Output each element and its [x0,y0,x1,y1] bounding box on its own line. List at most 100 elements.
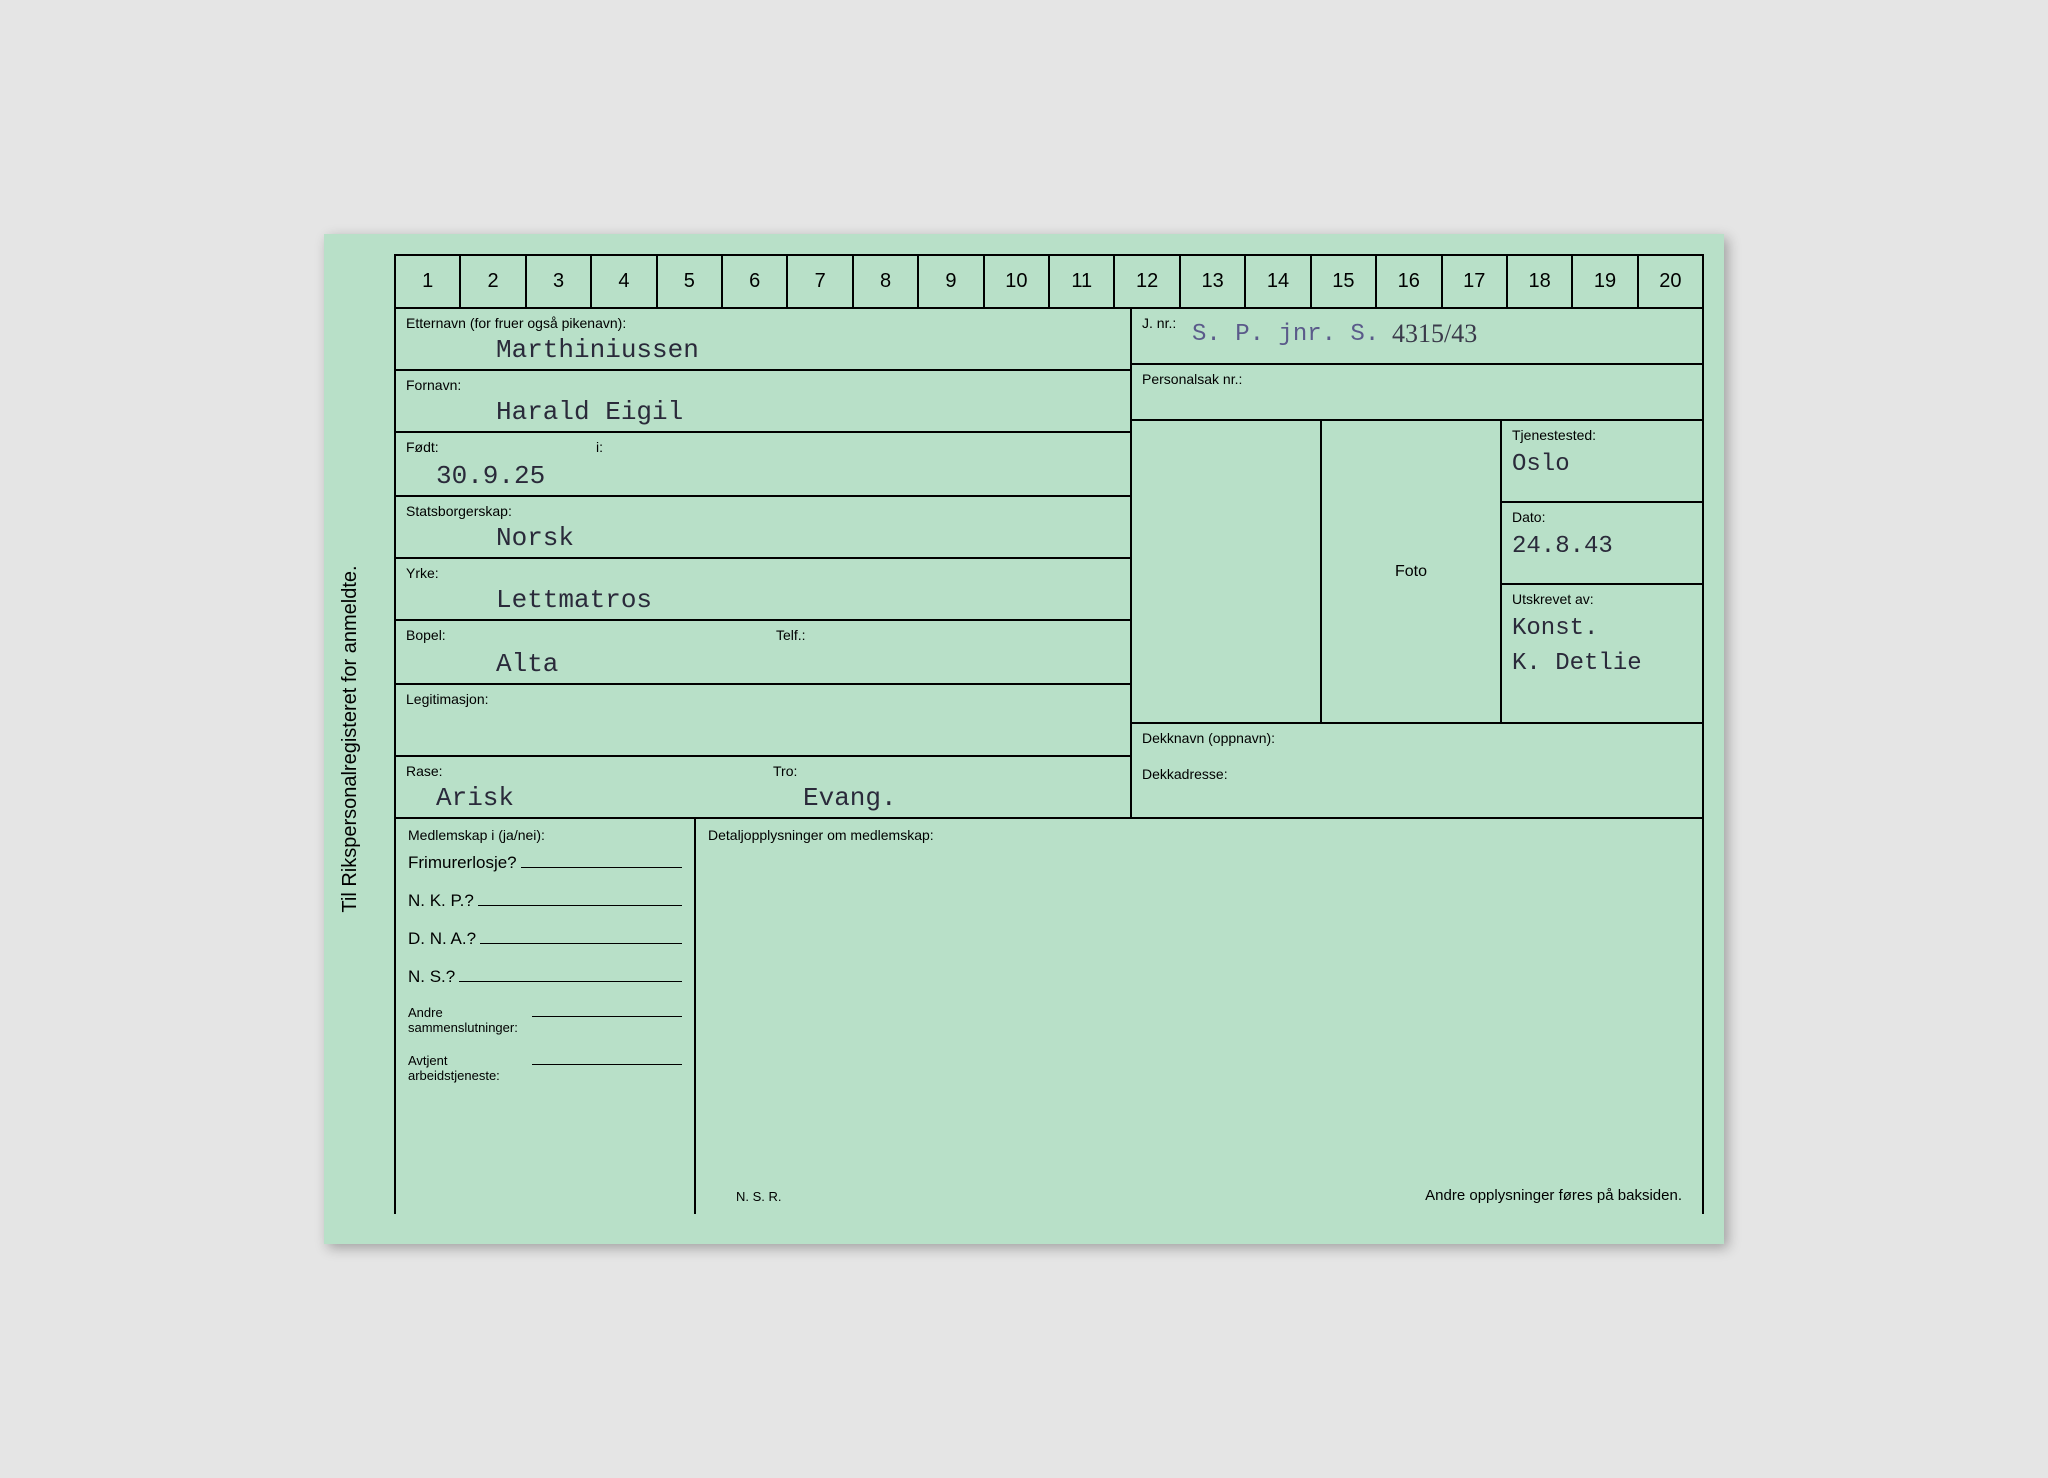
rase-tro-row: Rase: Arisk Tro: Evang. [396,757,1130,817]
avtjent-text: Avtjent arbeidstjeneste: [408,1053,528,1083]
nsr-label: N. S. R. [736,1189,782,1204]
ruler-cell: 2 [461,256,526,307]
foto-box: Foto [1322,421,1502,722]
legitimasjon-field: Legitimasjon: [396,685,1130,757]
ruler-cell: 18 [1508,256,1573,307]
ruler-cell: 16 [1377,256,1442,307]
blank-line [521,867,682,868]
dna-item: D. N. A.? [408,929,682,949]
ruler-cell: 14 [1246,256,1311,307]
personalsak-field: Personalsak nr.: [1132,365,1702,421]
right-column: J. nr.: S. P. jnr. S. 4315/43 Personalsa… [1132,309,1702,817]
blank-line [480,943,682,944]
etternavn-value: Marthiniussen [496,335,1120,365]
ruler-cell: 6 [723,256,788,307]
ruler-cell: 4 [592,256,657,307]
ruler-cell: 3 [527,256,592,307]
jnr-handwritten: 4315/43 [1392,319,1477,349]
main-form-grid: Etternavn (for fruer også pikenavn): Mar… [394,309,1704,819]
bopel-value: Alta [496,649,1120,679]
dna-label: D. N. A.? [408,929,476,949]
jnr-field: J. nr.: S. P. jnr. S. 4315/43 [1132,309,1702,365]
ruler-cell: 10 [985,256,1050,307]
ruler-cell: 9 [919,256,984,307]
blank-line [478,905,682,906]
blank-line [532,1016,682,1017]
details-column: Detaljopplysninger om medlemskap: N. S. … [696,819,1702,1214]
statsborgerskap-label: Statsborgerskap: [406,503,1120,519]
photo-spacer [1132,421,1322,722]
photo-area: Foto Tjenestested: Oslo Dato: 24.8.43 Ut… [1132,421,1702,724]
jnr-label: J. nr.: [1142,315,1176,331]
nkp-item: N. K. P.? [408,891,682,911]
foto-label: Foto [1395,563,1427,581]
card-content: 1 2 3 4 5 6 7 8 9 10 11 12 13 14 15 16 1… [394,254,1704,1224]
dato-field: Dato: 24.8.43 [1502,503,1702,585]
telf-label: Telf.: [776,627,806,643]
ruler-cell: 7 [788,256,853,307]
fodt-field: Født: i: 30.9.25 [396,433,1130,497]
etternavn-label: Etternavn (for fruer også pikenavn): [406,315,1120,331]
avtjent-label: Avtjent arbeidstjeneste: [408,1053,682,1083]
tjenestested-value: Oslo [1512,451,1692,478]
membership-column: Medlemskap i (ja/nei): Frimurerlosje? N.… [396,819,696,1214]
medlemskap-label: Medlemskap i (ja/nei): [408,827,682,843]
ruler-cell: 8 [854,256,919,307]
yrke-field: Yrke: Lettmatros [396,559,1130,621]
fornavn-field: Fornavn: Harald Eigil [396,371,1130,433]
blank-line [532,1064,682,1065]
bopel-field: Bopel: Telf.: Alta [396,621,1130,685]
fornavn-label: Fornavn: [406,377,1120,393]
nkp-label: N. K. P.? [408,891,474,911]
tro-value: Evang. [803,783,1120,813]
rase-field: Rase: Arisk [396,757,763,817]
ruler-cell: 13 [1181,256,1246,307]
statsborgerskap-field: Statsborgerskap: Norsk [396,497,1130,559]
membership-section: Medlemskap i (ja/nei): Frimurerlosje? N.… [394,819,1704,1214]
dato-value: 24.8.43 [1512,533,1692,560]
legitimasjon-label: Legitimasjon: [406,691,1120,707]
yrke-value: Lettmatros [496,585,1120,615]
ns-label: N. S.? [408,967,455,987]
andre-sammen-text: Andre sammenslutninger: [408,1005,528,1035]
andre-sammen-label: Andre sammenslutninger: [408,1005,682,1035]
utskrevet-value-2: K. Detlie [1512,650,1692,677]
blank-line [459,981,682,982]
tjenestested-field: Tjenestested: Oslo [1502,421,1702,503]
rase-label: Rase: [406,763,753,779]
statsborgerskap-value: Norsk [496,523,1120,553]
bopel-label: Bopel: [406,627,446,643]
personalsak-label: Personalsak nr.: [1142,371,1692,387]
fornavn-value: Harald Eigil [496,397,1120,427]
dato-label: Dato: [1512,509,1692,525]
ruler-cell: 20 [1639,256,1702,307]
number-ruler: 1 2 3 4 5 6 7 8 9 10 11 12 13 14 15 16 1… [394,254,1704,309]
frimurerlosje-label: Frimurerlosje? [408,853,517,873]
ruler-cell: 17 [1443,256,1508,307]
ruler-cell: 5 [658,256,723,307]
detaljopplysninger-label: Detaljopplysninger om medlemskap: [708,827,1690,843]
utskrevet-label: Utskrevet av: [1512,591,1692,607]
yrke-label: Yrke: [406,565,1120,581]
side-title: Til Rikspersonalregisteret for anmeldte. [339,565,362,912]
dekknavn-label: Dekknavn (oppnavn): [1142,730,1692,746]
registration-card: Til Rikspersonalregisteret for anmeldte.… [324,234,1724,1244]
dekknavn-field: Dekknavn (oppnavn): Dekkadresse: [1132,724,1702,786]
ns-item: N. S.? [408,967,682,987]
utskrevet-value-1: Konst. [1512,615,1692,642]
ruler-cell: 12 [1115,256,1180,307]
ruler-cell: 19 [1573,256,1638,307]
tro-field: Tro: Evang. [763,757,1130,817]
footer-note: Andre opplysninger føres på baksiden. [1425,1187,1682,1204]
fodt-value: 30.9.25 [436,461,1120,491]
fodt-i-label: i: [596,439,603,455]
dekkadresse-label: Dekkadresse: [1142,766,1692,782]
fodt-label: Født: [406,439,439,455]
right-info-col: Tjenestested: Oslo Dato: 24.8.43 Utskrev… [1502,421,1702,722]
utskrevet-field: Utskrevet av: Konst. K. Detlie [1502,585,1702,685]
frimurerlosje-item: Frimurerlosje? [408,853,682,873]
ruler-cell: 15 [1312,256,1377,307]
rase-value: Arisk [436,783,753,813]
etternavn-field: Etternavn (for fruer også pikenavn): Mar… [396,309,1130,371]
ruler-cell: 1 [396,256,461,307]
